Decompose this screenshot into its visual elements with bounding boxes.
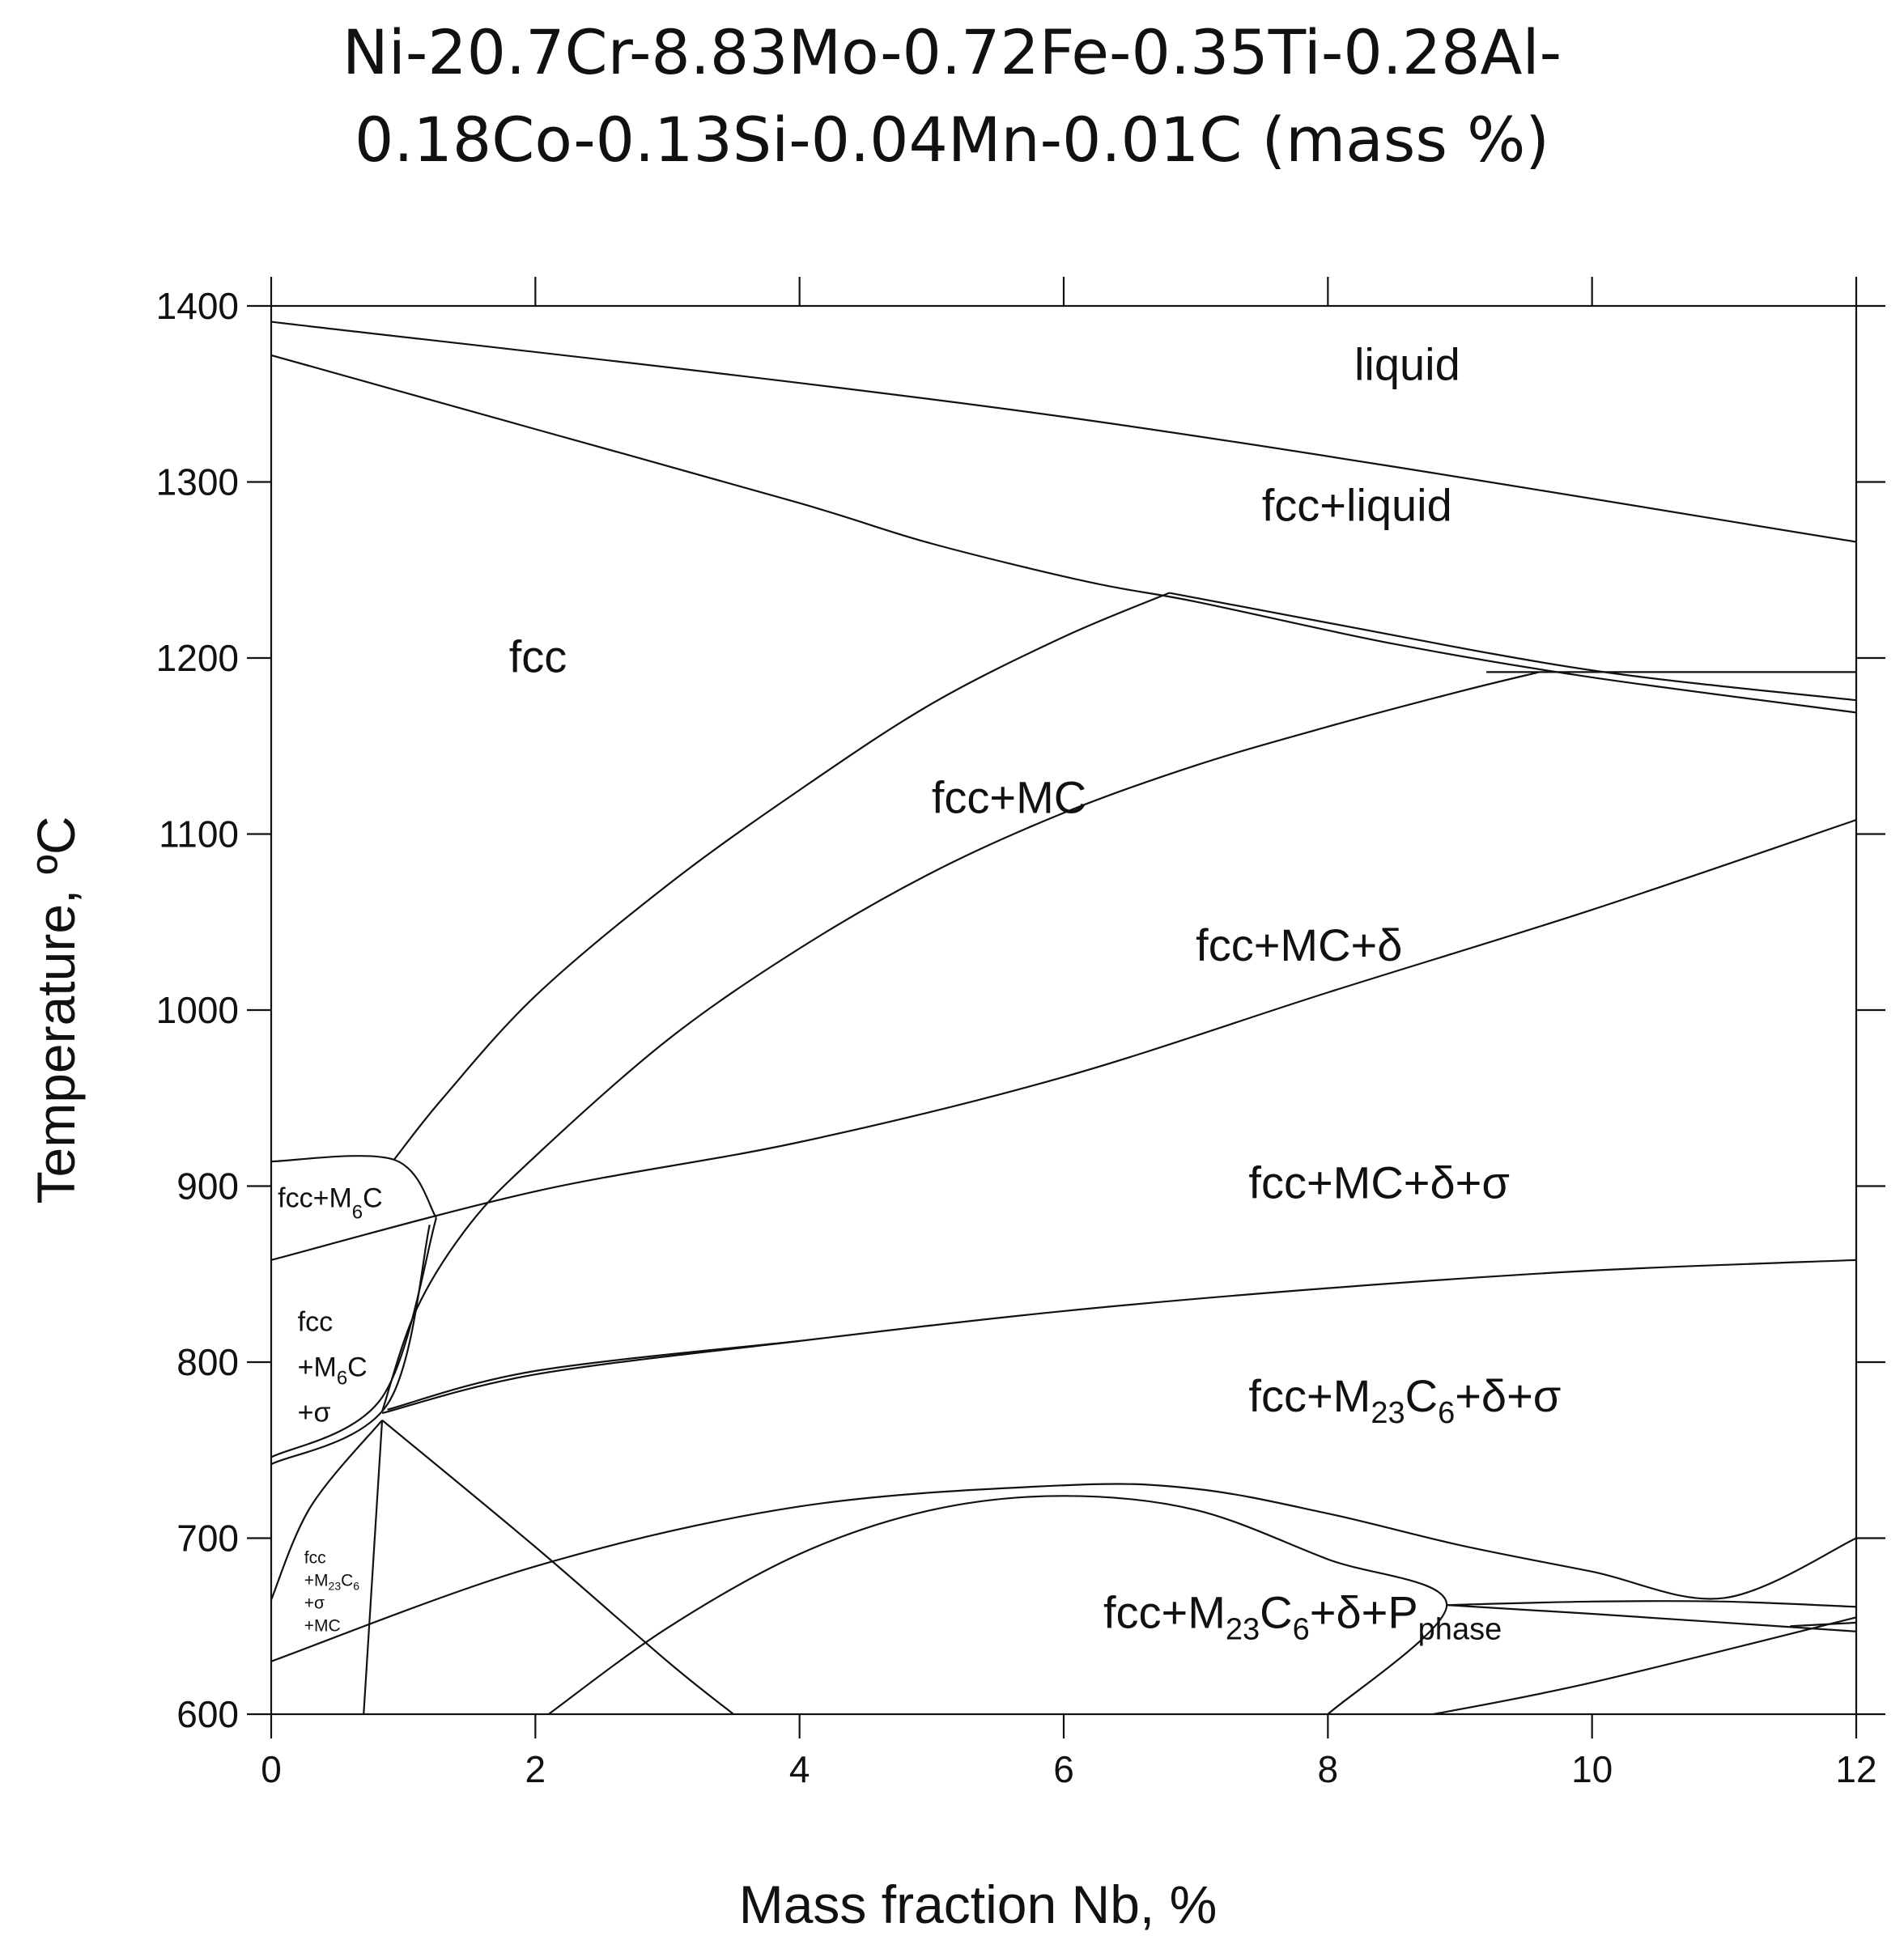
x-tick-label: 4 xyxy=(789,1748,810,1790)
y-tick-label: 900 xyxy=(176,1165,239,1208)
boundary-m6c-band-b xyxy=(270,1225,431,1466)
boundary-liquidus xyxy=(270,321,1857,543)
boundary-m23c6-upper xyxy=(381,1259,1857,1415)
x-tick-label: 10 xyxy=(1571,1748,1613,1790)
y-tick-label: 1300 xyxy=(156,461,239,503)
y-tick-label: 700 xyxy=(176,1518,239,1560)
boundary-p-lower-b xyxy=(1790,1621,1857,1628)
region-label: fcc+MC xyxy=(932,771,1086,822)
boundary-delta-solvus xyxy=(381,671,1540,1412)
x-tick-label: 0 xyxy=(261,1748,282,1790)
region-label: fcc+MC+δ+σ xyxy=(1248,1157,1510,1208)
boundary-sigma-solvus xyxy=(270,819,1857,1261)
boundary-m23c6-upper-2 xyxy=(387,1339,800,1411)
region-label: +M23C6 xyxy=(304,1571,360,1592)
region-label: fcc+MC+δ xyxy=(1196,919,1402,970)
boundary-mc-dissolve xyxy=(381,1419,734,1715)
region-label: fcc+M23C6+δ+σ xyxy=(1248,1370,1561,1430)
region-label: fcc+M23C6+δ+Pphase xyxy=(1103,1586,1502,1646)
y-tick-label: 600 xyxy=(176,1693,239,1735)
boundary-p-right-b xyxy=(1447,1604,1857,1632)
x-tick-label: 2 xyxy=(525,1748,546,1790)
region-label: fcc xyxy=(298,1306,333,1337)
region-label: fcc+M6C xyxy=(278,1183,383,1224)
y-tick-label: 1200 xyxy=(156,637,239,679)
region-label: fcc xyxy=(304,1548,326,1567)
chart-title-line1: Ni-20.7Cr-8.83Mo-0.72Fe-0.35Ti-0.28Al- xyxy=(342,16,1562,88)
x-tick-label: 6 xyxy=(1053,1748,1074,1790)
y-tick-label: 1000 xyxy=(156,989,239,1031)
x-tick-label: 12 xyxy=(1835,1748,1876,1790)
region-label: +M6C xyxy=(298,1352,368,1389)
x-axis-title: Mass fraction Nb, % xyxy=(739,1874,1218,1934)
boundary-p-lower xyxy=(1433,1616,1857,1716)
boundary-mc-solvus xyxy=(393,592,1170,1161)
plot-frame xyxy=(270,304,1858,1716)
y-tick-label: 1400 xyxy=(156,285,239,327)
y-axis-title: Temperature, ºC xyxy=(26,817,86,1204)
x-tick-label: 8 xyxy=(1318,1748,1339,1790)
boundary-m6c-top xyxy=(270,1155,437,1219)
chart-title-line2: 0.18Co-0.13Si-0.04Mn-0.01C (mass %) xyxy=(355,104,1549,176)
region-label: fcc+liquid xyxy=(1262,479,1452,530)
y-tick-label: 1100 xyxy=(159,813,239,855)
boundary-p-right-a xyxy=(1447,1600,1857,1608)
region-label: +σ xyxy=(304,1594,325,1612)
region-label: liquid xyxy=(1354,338,1460,389)
region-label: fcc xyxy=(509,630,567,681)
boundary-m6c-band-a xyxy=(270,1217,438,1458)
boundary-solidus-2 xyxy=(1169,592,1857,702)
boundary-p-upper xyxy=(270,1483,1857,1662)
boundary-p-dome xyxy=(548,1495,1448,1715)
region-label: +σ xyxy=(298,1397,331,1428)
boundary-mc-low-solvus xyxy=(270,1420,383,1601)
boundary-vertical-near-1 xyxy=(363,1420,384,1715)
y-tick-label: 800 xyxy=(176,1341,239,1383)
region-label: +MC xyxy=(304,1616,341,1635)
